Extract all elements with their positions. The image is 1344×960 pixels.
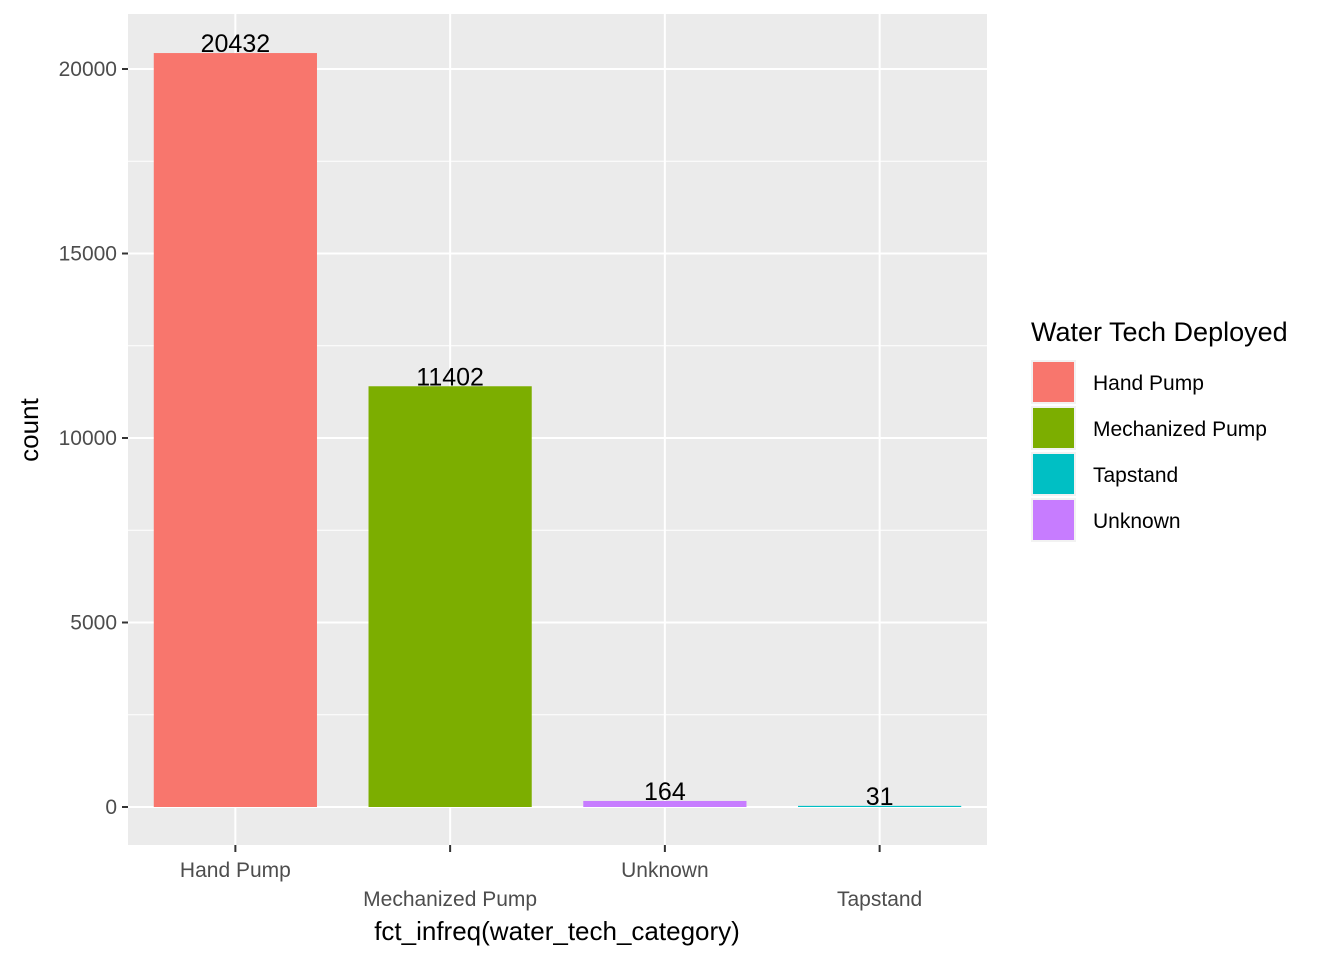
legend-swatch bbox=[1033, 362, 1074, 402]
x-tick-label: Unknown bbox=[621, 859, 709, 882]
legend-swatch bbox=[1033, 500, 1074, 540]
bar-mechanized-pump bbox=[368, 386, 532, 807]
bar-tapstand bbox=[798, 805, 962, 807]
y-axis: 0 5000 10000 15000 20000 bbox=[59, 58, 128, 819]
legend-label: Unknown bbox=[1093, 510, 1181, 533]
x-tick-label: Hand Pump bbox=[180, 859, 291, 882]
legend-label: Tapstand bbox=[1093, 464, 1178, 487]
data-label: 20432 bbox=[201, 30, 271, 58]
y-tick-label: 20000 bbox=[59, 58, 117, 81]
legend: Water Tech Deployed Hand Pump Mechanized … bbox=[1031, 317, 1288, 542]
data-label: 11402 bbox=[416, 363, 484, 391]
legend-label: Mechanized Pump bbox=[1093, 418, 1267, 441]
y-tick-label: 5000 bbox=[70, 612, 117, 635]
y-tick-label: 0 bbox=[105, 796, 117, 819]
data-label: 31 bbox=[866, 783, 894, 811]
legend-title: Water Tech Deployed bbox=[1031, 317, 1288, 347]
legend-swatch bbox=[1033, 454, 1074, 494]
x-tick-label: Mechanized Pump bbox=[363, 888, 537, 911]
legend-swatch bbox=[1033, 408, 1074, 448]
y-axis-title: count bbox=[14, 397, 44, 461]
bar-unknown bbox=[583, 800, 747, 807]
bar-hand-pump bbox=[153, 53, 317, 807]
y-tick-label: 10000 bbox=[59, 427, 117, 450]
data-labels: 20432 11402 164 31 bbox=[201, 30, 894, 811]
legend-label: Hand Pump bbox=[1093, 372, 1204, 395]
data-label: 164 bbox=[644, 778, 686, 806]
x-tick-label: Tapstand bbox=[837, 888, 922, 911]
x-axis-title: fct_infreq(water_tech_category) bbox=[374, 916, 740, 946]
x-axis: Hand Pump Mechanized Pump Unknown Tapstand bbox=[180, 845, 922, 911]
bars bbox=[153, 53, 962, 807]
y-tick-label: 15000 bbox=[59, 243, 117, 266]
